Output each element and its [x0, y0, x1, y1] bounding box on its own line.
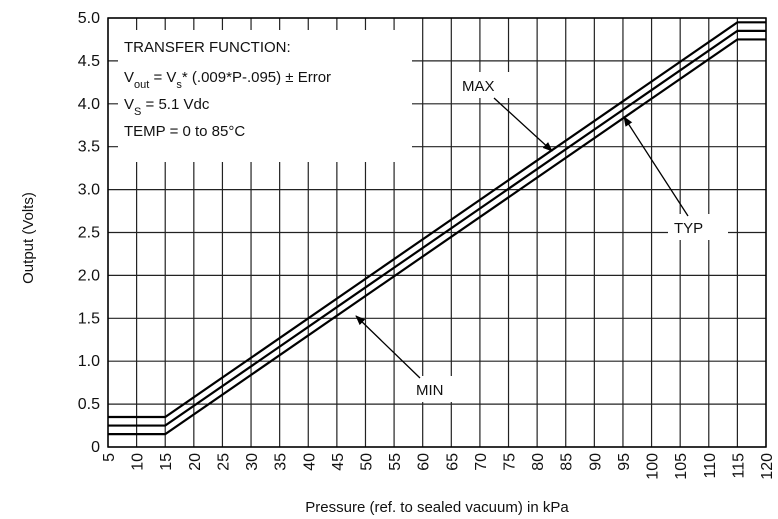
x-tick-label: 15	[158, 453, 175, 471]
x-tick-label: 70	[473, 453, 490, 471]
annotation-part: * (.009*P-.095) ± Error	[182, 69, 331, 86]
annotation-part: V	[124, 69, 134, 86]
y-tick-label: 2.0	[78, 267, 100, 284]
y-tick-label: 5.0	[78, 10, 100, 27]
x-tick-label: 75	[502, 453, 519, 471]
y-axis-label: Output (Volts)	[20, 192, 37, 284]
series-label: MIN	[416, 382, 444, 399]
x-tick-label: 115	[730, 453, 747, 479]
y-tick-label: 0	[91, 439, 100, 456]
arrow	[494, 98, 552, 151]
x-axis-label: Pressure (ref. to sealed vacuum) in kPa	[305, 499, 569, 516]
y-tick-label: 3.5	[78, 139, 100, 156]
annotation-part: out	[134, 79, 149, 91]
y-tick-label: 1.0	[78, 353, 100, 370]
x-tick-label: 45	[330, 453, 347, 471]
x-tick-label: 5	[101, 453, 118, 462]
x-tick-label: 20	[187, 453, 204, 471]
x-tick-label: 55	[387, 453, 404, 471]
x-tick-label: 105	[673, 453, 690, 480]
y-tick-label: 3.0	[78, 182, 100, 199]
x-tick-label: 30	[244, 453, 261, 471]
y-tick-label: 0.5	[78, 396, 100, 413]
x-tick-label: 100	[645, 453, 662, 480]
x-tick-label: 95	[616, 453, 633, 471]
y-tick-label: 4.5	[78, 53, 100, 70]
x-tick-label: 40	[301, 453, 318, 471]
x-tick-label: 65	[444, 453, 461, 471]
annotation-part: = 5.1 Vdc	[141, 96, 209, 113]
x-tick-label: 120	[759, 453, 776, 480]
x-tick-label: 10	[130, 453, 147, 471]
annotation-part: S	[134, 106, 141, 118]
x-tick-label: 85	[559, 453, 576, 471]
annotation-part: V	[124, 96, 134, 113]
y-tick-label: 4.0	[78, 96, 100, 113]
series-label: MAX	[462, 78, 495, 95]
annotation-line: TEMP = 0 to 85°C	[124, 123, 245, 140]
x-tick-label: 90	[587, 453, 604, 471]
annotation-part: TEMP = 0 to 85°C	[124, 123, 245, 140]
x-tick-label: 25	[215, 453, 232, 471]
y-tick-label: 1.5	[78, 310, 100, 327]
x-tick-label: 60	[416, 453, 433, 471]
y-tick-label: 2.5	[78, 225, 100, 242]
x-tick-label: 50	[358, 453, 375, 471]
series-label: TYP	[674, 220, 703, 237]
arrow	[624, 117, 688, 216]
x-tick-label: 80	[530, 453, 547, 471]
x-tick-label: 35	[273, 453, 290, 471]
x-tick-label: 110	[702, 453, 719, 479]
annotation-title: TRANSFER FUNCTION:	[124, 39, 291, 56]
annotation-part: = V	[149, 69, 176, 86]
chart: MAX TYP MIN TRANSFER FUNCTION: Vout = Vs…	[0, 0, 778, 519]
